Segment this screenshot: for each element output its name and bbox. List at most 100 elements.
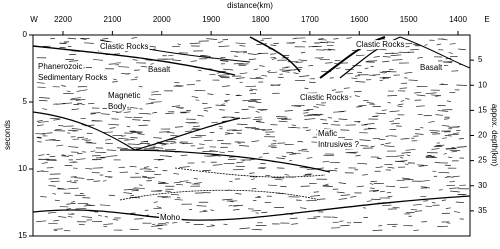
- reflection: [325, 63, 333, 64]
- x-tick-label: 2100: [103, 15, 121, 24]
- reflection: [37, 125, 44, 126]
- reflection: [105, 139, 111, 140]
- reflection: [243, 52, 247, 53]
- reflection: [396, 161, 407, 162]
- reflection: [149, 99, 156, 100]
- reflection: [82, 139, 88, 140]
- reflection: [207, 94, 213, 95]
- reflection: [53, 220, 59, 221]
- reflection: [416, 106, 425, 107]
- reflection: [446, 208, 451, 209]
- reflection: [450, 44, 456, 45]
- reflection: [239, 228, 249, 229]
- reflection: [372, 75, 380, 76]
- reflection: [130, 166, 137, 167]
- reflection: [211, 225, 215, 226]
- reflection: [367, 50, 376, 51]
- reflection: [298, 151, 309, 152]
- reflection: [127, 126, 130, 127]
- reflection: [413, 204, 422, 205]
- reflection: [392, 60, 402, 61]
- reflection: [401, 152, 410, 153]
- reflection: [391, 55, 402, 56]
- reflection: [367, 102, 374, 103]
- reflection: [346, 38, 351, 39]
- reflection: [42, 163, 48, 164]
- reflection: [388, 196, 393, 197]
- reflection: [48, 212, 56, 213]
- reflection: [414, 92, 421, 93]
- reflection: [256, 111, 260, 112]
- reflection: [445, 165, 451, 166]
- moho: [33, 196, 470, 220]
- reflection: [229, 205, 233, 206]
- reflection: [398, 104, 403, 105]
- reflection: [143, 120, 150, 121]
- reflection: [68, 216, 73, 217]
- reflection: [380, 191, 385, 192]
- reflection: [81, 39, 86, 40]
- reflection: [318, 39, 327, 40]
- reflection: [307, 158, 313, 159]
- reflection: [282, 67, 288, 68]
- reflection: [203, 210, 207, 211]
- reflection: [172, 60, 181, 61]
- annotation: Intrusives ?: [318, 140, 359, 149]
- reflection: [360, 140, 371, 141]
- reflection: [350, 196, 356, 197]
- reflection: [152, 224, 155, 225]
- reflection: [106, 156, 117, 157]
- y2-tick-label: 10: [478, 80, 487, 89]
- reflection: [261, 212, 267, 213]
- reflection: [218, 42, 223, 43]
- x-tick-label: 1400: [449, 15, 467, 24]
- reflection: [363, 100, 368, 101]
- reflection: [107, 150, 116, 151]
- reflection: [262, 38, 272, 39]
- reflection: [197, 115, 203, 116]
- reflection: [362, 175, 368, 176]
- reflection: [339, 119, 348, 120]
- reflection: [259, 66, 265, 67]
- reflection: [425, 206, 431, 207]
- reflection: [224, 100, 229, 101]
- reflection: [112, 82, 118, 83]
- reflection: [179, 167, 190, 168]
- fault: [250, 37, 300, 72]
- reflection: [142, 176, 147, 177]
- reflection: [61, 156, 69, 157]
- annotation: Sedimentary Rocks: [38, 73, 107, 82]
- reflection: [68, 38, 76, 39]
- reflection: [221, 104, 225, 105]
- reflection: [124, 189, 134, 190]
- reflection: [397, 106, 402, 107]
- reflection: [225, 133, 233, 134]
- reflection: [306, 130, 311, 131]
- reflection: [217, 140, 224, 141]
- reflection: [453, 133, 459, 134]
- reflection: [123, 193, 132, 194]
- reflection: [171, 194, 179, 195]
- reflection: [132, 190, 139, 191]
- reflection: [382, 110, 387, 111]
- reflection: [285, 174, 289, 175]
- reflection: [340, 225, 349, 226]
- annotation: Clastic Rocks: [100, 42, 148, 51]
- reflection: [376, 113, 386, 114]
- reflection: [385, 143, 391, 144]
- reflection: [391, 123, 399, 124]
- reflection: [339, 111, 346, 112]
- reflection: [250, 89, 257, 90]
- reflection: [124, 139, 134, 140]
- reflection: [52, 193, 56, 194]
- reflection: [341, 195, 350, 196]
- reflection: [327, 42, 335, 43]
- reflection: [333, 39, 338, 40]
- reflection: [365, 68, 369, 69]
- x-tick-label: 2200: [54, 15, 72, 24]
- reflection: [400, 187, 409, 188]
- reflection: [228, 159, 236, 160]
- reflection: [393, 207, 400, 208]
- reflection: [167, 132, 175, 133]
- reflection: [151, 94, 161, 95]
